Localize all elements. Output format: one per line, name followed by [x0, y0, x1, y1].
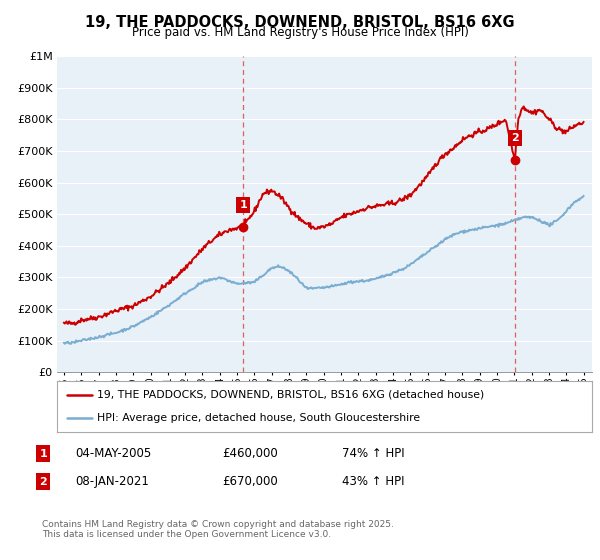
Text: 08-JAN-2021: 08-JAN-2021 — [75, 475, 149, 488]
Text: Price paid vs. HM Land Registry's House Price Index (HPI): Price paid vs. HM Land Registry's House … — [131, 26, 469, 39]
Text: 1: 1 — [239, 200, 247, 209]
Text: £670,000: £670,000 — [222, 475, 278, 488]
Text: 2: 2 — [40, 477, 47, 487]
Text: 2: 2 — [511, 133, 518, 143]
Text: £460,000: £460,000 — [222, 447, 278, 460]
Text: 1: 1 — [40, 449, 47, 459]
Text: 43% ↑ HPI: 43% ↑ HPI — [342, 475, 404, 488]
Text: 74% ↑ HPI: 74% ↑ HPI — [342, 447, 404, 460]
Text: Contains HM Land Registry data © Crown copyright and database right 2025.
This d: Contains HM Land Registry data © Crown c… — [42, 520, 394, 539]
Text: HPI: Average price, detached house, South Gloucestershire: HPI: Average price, detached house, Sout… — [97, 413, 420, 423]
Text: 04-MAY-2005: 04-MAY-2005 — [75, 447, 151, 460]
Text: 19, THE PADDOCKS, DOWNEND, BRISTOL, BS16 6XG: 19, THE PADDOCKS, DOWNEND, BRISTOL, BS16… — [85, 15, 515, 30]
Text: 19, THE PADDOCKS, DOWNEND, BRISTOL, BS16 6XG (detached house): 19, THE PADDOCKS, DOWNEND, BRISTOL, BS16… — [97, 390, 484, 400]
